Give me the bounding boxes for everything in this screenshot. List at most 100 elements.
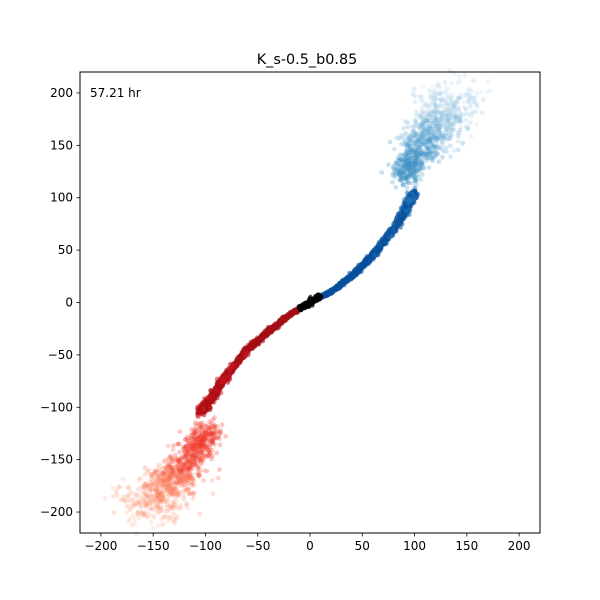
particle-point xyxy=(457,110,463,116)
particle-point xyxy=(436,159,442,165)
particle-point xyxy=(450,125,455,131)
particle-point xyxy=(429,120,435,125)
particle-point xyxy=(423,152,429,158)
particle-point xyxy=(126,519,132,524)
particle-point xyxy=(407,156,413,162)
particle-point xyxy=(224,371,230,376)
particle-point xyxy=(430,114,436,120)
particle-point xyxy=(412,160,418,166)
particle-point xyxy=(445,119,451,125)
particle-point xyxy=(148,498,154,504)
particle-point xyxy=(418,134,424,140)
particle-point xyxy=(419,123,425,128)
particle-point xyxy=(407,172,413,177)
particle-point xyxy=(432,113,438,119)
particle-point xyxy=(406,166,412,172)
particle-point xyxy=(203,428,209,434)
particle-point xyxy=(410,171,416,177)
particle-point xyxy=(447,112,452,118)
particle-point xyxy=(448,108,454,114)
particle-point xyxy=(409,138,415,144)
particle-point xyxy=(399,210,405,216)
particle-point xyxy=(437,133,442,138)
particle-point xyxy=(443,136,449,142)
particle-point xyxy=(433,120,439,126)
particle-point xyxy=(198,406,204,412)
particle-point xyxy=(432,131,438,137)
particle-point xyxy=(343,276,349,282)
particle-point xyxy=(429,115,434,121)
particle-point xyxy=(419,130,425,136)
particle-point xyxy=(356,269,362,274)
particle-point xyxy=(423,155,429,161)
particle-point xyxy=(395,155,401,161)
particle-point xyxy=(418,162,423,168)
particle-point xyxy=(443,113,449,118)
particle-point xyxy=(424,143,430,148)
particle-point xyxy=(406,157,412,163)
particle-point xyxy=(428,94,434,100)
particle-point xyxy=(404,161,409,167)
particle-point xyxy=(433,96,439,102)
particle-point xyxy=(422,132,428,138)
particle-point xyxy=(209,478,215,483)
particle-point xyxy=(448,111,454,117)
particle-point xyxy=(430,158,436,164)
particle-point xyxy=(443,112,449,118)
particle-point xyxy=(397,170,402,175)
particle-point xyxy=(168,483,173,488)
particle-point xyxy=(435,96,441,102)
particle-point xyxy=(413,157,419,163)
particle-point xyxy=(188,465,193,471)
particle-point xyxy=(426,131,432,137)
particle-point xyxy=(442,111,448,116)
particle-point xyxy=(189,482,195,487)
particle-point xyxy=(450,107,456,113)
particle-point xyxy=(282,315,287,321)
particle-point xyxy=(457,119,462,124)
particle-point xyxy=(428,127,434,133)
particle-point xyxy=(437,131,442,136)
particle-point xyxy=(435,109,441,115)
particle-point xyxy=(414,167,419,173)
particle-point xyxy=(488,88,494,93)
particle-point xyxy=(434,123,440,129)
particle-point xyxy=(400,169,406,175)
particle-point xyxy=(406,165,411,171)
particle-point xyxy=(147,477,152,483)
particle-point xyxy=(438,113,444,118)
particle-point xyxy=(405,166,411,172)
particle-point xyxy=(406,140,411,146)
particle-point xyxy=(403,176,409,182)
particle-point xyxy=(471,100,477,106)
particle-point xyxy=(421,134,427,140)
x-tick-label: 50 xyxy=(355,539,370,553)
y-tick-label: 0 xyxy=(65,296,73,310)
particle-point xyxy=(416,152,421,158)
particle-point xyxy=(414,109,419,115)
particle-point xyxy=(242,350,248,356)
particle-point xyxy=(111,510,117,515)
particle-point xyxy=(421,114,426,120)
particle-point xyxy=(410,142,416,148)
particle-point xyxy=(447,127,453,132)
particle-point xyxy=(392,167,397,173)
particle-point xyxy=(270,327,275,333)
particle-point xyxy=(443,107,449,113)
particle-point xyxy=(481,97,486,102)
particle-point xyxy=(397,169,403,175)
particle-point xyxy=(432,154,438,160)
particle-point xyxy=(465,126,471,132)
particle-point xyxy=(455,118,461,124)
particle-point xyxy=(410,158,415,164)
particle-point xyxy=(165,488,170,493)
particle-point xyxy=(426,144,432,150)
particle-point xyxy=(208,423,214,429)
particle-point xyxy=(421,165,427,171)
particle-point xyxy=(412,132,418,138)
particle-point xyxy=(408,147,414,152)
particle-point xyxy=(149,506,154,511)
particle-point xyxy=(448,133,454,139)
particle-point xyxy=(426,103,431,108)
particle-point xyxy=(407,159,413,165)
